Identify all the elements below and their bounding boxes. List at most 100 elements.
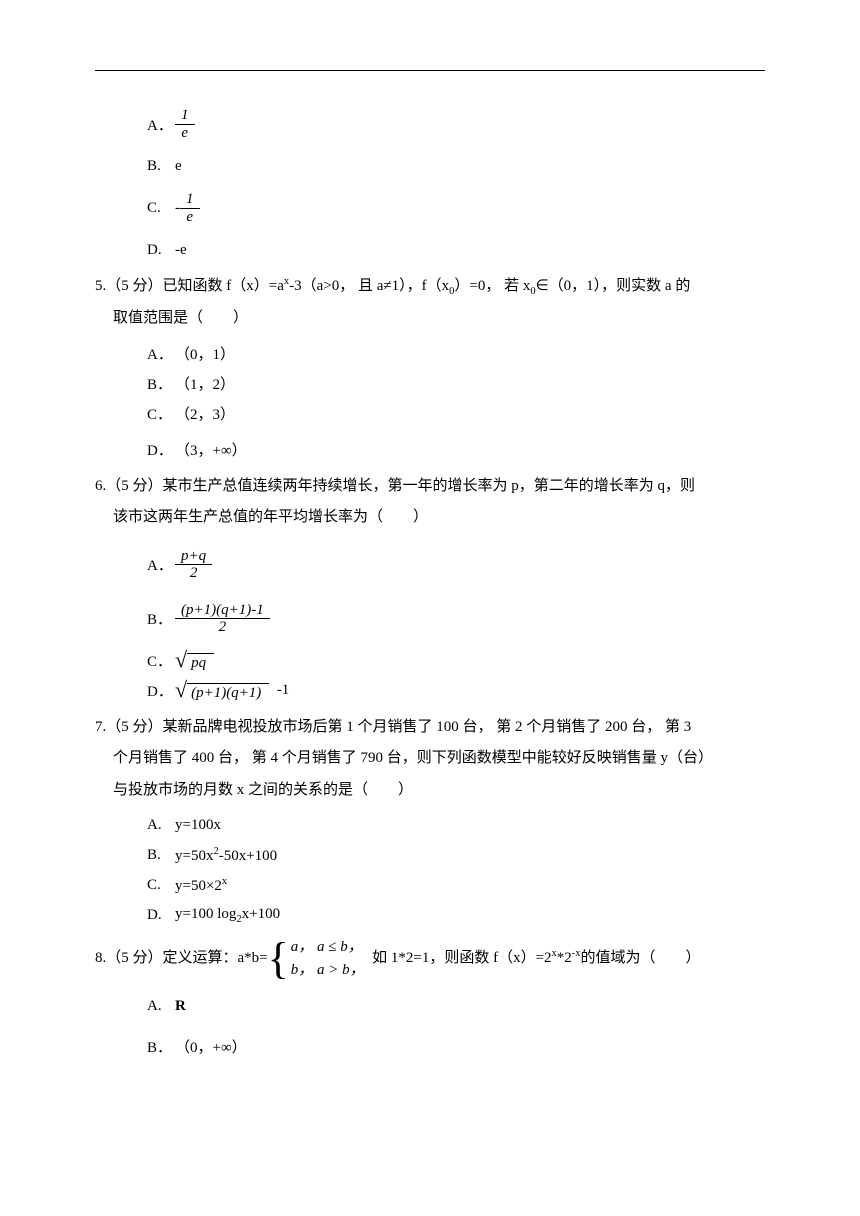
stem-text: ）=0， 若 x [454,278,530,294]
stem-text: 如 1*2=1，则函数 f（x）=2x*2-x的值域为（ ） [365,943,701,975]
q4-option-c: C. - 1 e [147,185,765,231]
numerator: 1 [175,107,195,125]
q5-options: A． （0，1） B． （1，2） C． （2，3） D． （3，+∞） [95,343,765,461]
stem-text: 8.（5 分）定义运算：a*b= [95,943,268,975]
q4-option-a: A． 1 e [147,101,765,147]
denominator: 2 [184,565,204,582]
square-root: √ pq [175,650,214,672]
fraction: 1 e [175,107,195,141]
option-letter: C. [147,877,175,894]
text-part: y=100 log [175,906,236,922]
fraction: 1 e [180,191,200,225]
option-letter: B. [147,847,175,864]
radicand: (p+1)(q+1) [187,683,269,702]
option-letter: B． [147,608,175,629]
text-part: x+100 [242,906,280,922]
stem-text: ∈（0，1），则实数 a 的 [536,278,691,294]
option-text: （2，3） [175,403,235,424]
text-part: 的值域为（ ） [581,950,701,966]
q8-options: A. R B． （0，+∞） [95,995,765,1057]
stem-text: -3（a>0， 且 a≠1），f（x [289,278,449,294]
option-letter: C． [147,403,175,424]
brace-icon: { [268,941,289,976]
q4-option-d: D. -e [147,239,765,261]
option-letter: D. [147,242,175,259]
q6-option-c: C． √ pq [147,650,765,672]
option-text: y=100 log2x+100 [175,906,280,925]
q5-stem-line2: 取值范围是（ ） [95,303,765,335]
option-text: -e [175,242,187,259]
q7-stem-line3: 与投放市场的月数 x 之间的关系的是（ ） [95,775,765,807]
q7-option-a: A. y=100x [147,814,765,836]
option-text: e [175,158,182,175]
option-letter: B． [147,1036,175,1057]
denominator: 2 [213,619,233,636]
page-content: A． 1 e B. e C. - 1 e D. -e 5.（5 分）已知函数 f… [0,0,860,1105]
radical-icon: √ [175,650,187,670]
option-text: y=50x2-50x+100 [175,846,277,865]
q5-option-b: B． （1，2） [147,373,765,395]
q7-stem-line2: 个月销售了 400 台， 第 4 个月销售了 790 台，则下列函数模型中能较好… [95,743,765,775]
q6-option-d: D． √ (p+1)(q+1) -1 [147,680,765,702]
option-letter: A． [147,114,175,135]
q7-option-d: D. y=100 log2x+100 [147,904,765,926]
q7-option-c: C. y=50×2x [147,874,765,896]
text-part: y=50x [175,848,213,864]
q7-options: A. y=100x B. y=50x2-50x+100 C. y=50×2x D… [95,814,765,926]
piecewise-cases: a， a ≤ b， b， a > b， [291,936,365,981]
superscript: -x [572,948,581,959]
option-letter: B. [147,158,175,175]
option-letter: D． [147,680,175,701]
option-text: R [175,998,186,1015]
header-rule [95,70,765,71]
radicand: pq [187,653,214,672]
denominator: e [175,125,194,142]
suffix-text: -1 [269,682,289,699]
option-text: （3，+∞） [175,439,247,460]
fraction: p+q 2 [175,548,212,582]
text-part: -50x+100 [219,848,277,864]
option-text: y=100x [175,817,221,834]
text-part: y=50×2 [175,878,222,894]
option-text: （0，+∞） [175,1036,247,1057]
option-letter: C． [147,650,175,671]
q6-option-a: A． p+q 2 [147,542,765,588]
option-letter: B． [147,373,175,394]
q4-options: A． 1 e B. e C. - 1 e D. -e [95,101,765,261]
case-line: a， a ≤ b， [291,936,365,959]
text-part: *2 [557,950,572,966]
option-letter: D． [147,439,175,460]
option-letter: A. [147,998,175,1015]
numerator: (p+1)(q+1)-1 [175,602,270,620]
option-letter: A． [147,343,175,364]
q6-stem-line1: 6.（5 分）某市生产总值连续两年持续增长，第一年的增长率为 p，第二年的增长率… [95,471,765,503]
q6-option-b: B． (p+1)(q+1)-1 2 [147,596,765,642]
numerator: p+q [175,548,212,566]
q6-options: A． p+q 2 B． (p+1)(q+1)-1 2 C． √ pq D． √ [95,542,765,702]
option-letter: A． [147,554,175,575]
option-letter: A. [147,817,175,834]
q5-stem: 5.（5 分）已知函数 f（x）=ax-3（a>0， 且 a≠1），f（x0）=… [95,271,765,303]
piecewise-function: { a， a ≤ b， b， a > b， [268,936,365,981]
superscript: x [222,876,227,887]
square-root: √ (p+1)(q+1) [175,680,269,702]
option-text: （0，1） [175,343,235,364]
q5-option-c: C． （2，3） [147,403,765,425]
q8-stem: 8.（5 分）定义运算：a*b= { a， a ≤ b， b， a > b， 如… [95,936,765,981]
q8-option-b: B． （0，+∞） [147,1035,765,1057]
option-text: y=50×2x [175,876,227,895]
radical-icon: √ [175,680,187,700]
q6-stem-line2: 该市这两年生产总值的年平均增长率为（ ） [95,502,765,534]
fraction: (p+1)(q+1)-1 2 [175,602,270,636]
q7-stem-line1: 7.（5 分）某新品牌电视投放市场后第 1 个月销售了 100 台， 第 2 个… [95,712,765,744]
option-text: （1，2） [175,373,235,394]
q7-option-b: B. y=50x2-50x+100 [147,844,765,866]
case-line: b， a > b， [291,959,365,982]
option-letter: C. [147,200,175,217]
q4-option-b: B. e [147,155,765,177]
denominator: e [180,209,199,226]
q5-option-d: D． （3，+∞） [147,439,765,461]
q8-option-a: A. R [147,995,765,1017]
text-part: 如 1*2=1，则函数 f（x）=2 [365,950,552,966]
option-letter: D. [147,907,175,924]
